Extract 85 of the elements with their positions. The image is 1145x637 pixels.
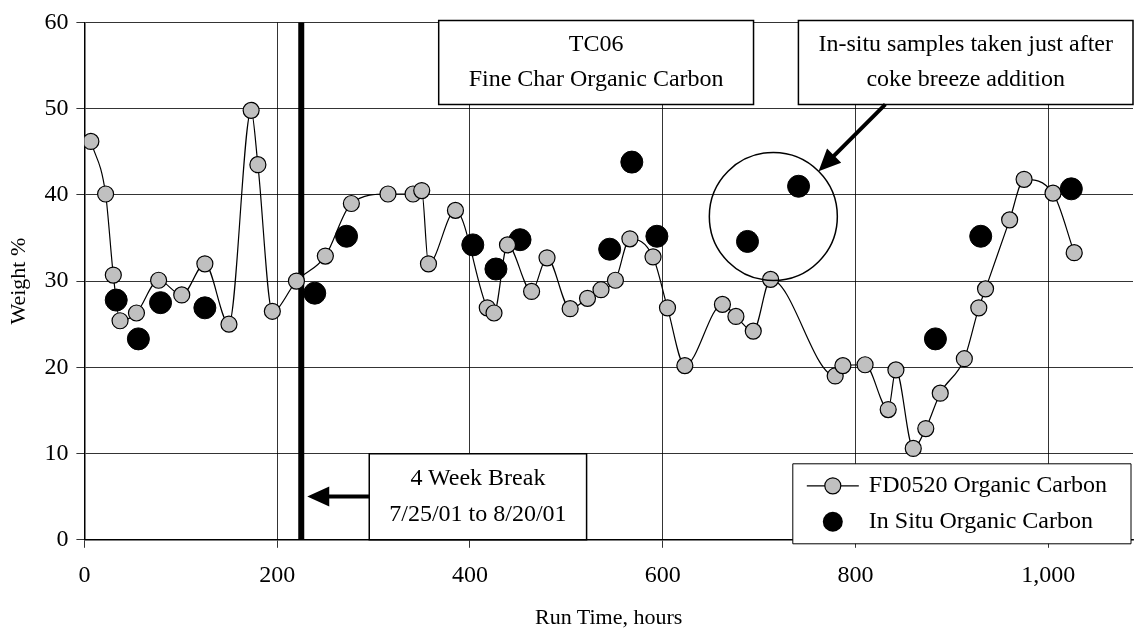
x-tick-label: 0	[78, 561, 91, 588]
point	[969, 224, 993, 248]
point	[97, 185, 115, 203]
y-tick-label: 10	[44, 438, 69, 465]
point	[620, 150, 644, 174]
point	[419, 255, 438, 273]
point	[887, 361, 905, 379]
x-tick-label: 800	[837, 561, 874, 588]
point	[220, 315, 238, 333]
legend-label: In Situ Organic Carbon	[868, 507, 1094, 534]
point	[676, 357, 694, 375]
y-tick-label: 0	[56, 525, 69, 552]
point	[379, 185, 397, 203]
point	[1044, 184, 1062, 202]
point	[335, 224, 359, 248]
point	[104, 288, 128, 312]
x-axis-title: Run Time, hours	[535, 603, 683, 629]
chart-title: TC06	[568, 30, 624, 57]
point	[1059, 177, 1083, 201]
point	[713, 295, 732, 313]
y-axis-title: Weight %	[4, 237, 30, 325]
point	[127, 304, 146, 322]
point	[316, 247, 334, 265]
point	[538, 249, 556, 267]
point	[303, 281, 327, 305]
point	[523, 282, 541, 301]
point	[413, 181, 431, 200]
point	[342, 194, 360, 213]
point	[484, 257, 508, 281]
point	[904, 439, 922, 457]
point	[104, 266, 122, 284]
point	[561, 300, 579, 318]
y-tick-label: 30	[44, 266, 69, 293]
point	[196, 255, 214, 273]
x-tick-label: 200	[259, 561, 296, 588]
point	[461, 233, 485, 257]
annotation: 4 Week Break 7/25/01 to 8/20/01	[389, 464, 567, 527]
point	[126, 327, 150, 351]
point	[644, 248, 662, 266]
y-tick-label: 50	[44, 93, 69, 120]
y-tick-label: 60	[44, 7, 69, 34]
point	[931, 384, 949, 402]
point	[578, 289, 597, 307]
point	[856, 356, 874, 374]
x-tick-label: 400	[451, 561, 488, 588]
point	[193, 296, 217, 320]
point	[606, 271, 625, 289]
point	[955, 350, 973, 368]
y-tick-label: 40	[44, 180, 69, 207]
point	[727, 307, 745, 326]
legend-label: FD0520 Organic Carbon	[868, 471, 1108, 498]
point	[111, 312, 129, 330]
point	[970, 299, 988, 317]
point	[498, 236, 517, 254]
point	[645, 224, 669, 248]
point	[242, 101, 260, 119]
y-tick-label: 20	[44, 352, 69, 379]
point	[1015, 170, 1033, 188]
text: Fine Char Organic Carbon	[468, 65, 724, 92]
point	[917, 419, 935, 438]
x-tick-label: 1,000	[1021, 561, 1076, 588]
point	[485, 304, 503, 322]
point	[1001, 211, 1019, 229]
point	[744, 322, 762, 340]
point	[1065, 244, 1083, 262]
point	[834, 357, 852, 375]
point	[84, 132, 100, 150]
point	[287, 272, 306, 290]
x-tick-label: 600	[644, 561, 681, 588]
point	[621, 230, 639, 248]
point	[263, 302, 281, 320]
point	[173, 286, 191, 304]
point	[249, 156, 267, 174]
point	[446, 201, 465, 219]
point	[592, 281, 610, 299]
point	[735, 229, 759, 253]
point	[879, 400, 897, 419]
point	[150, 271, 168, 289]
point	[658, 299, 677, 317]
annotation: In-situ samples taken just after coke breeze addition	[818, 30, 1113, 92]
point	[149, 291, 173, 315]
point	[976, 280, 995, 298]
point	[787, 174, 811, 198]
point	[598, 237, 622, 261]
point	[923, 327, 947, 351]
